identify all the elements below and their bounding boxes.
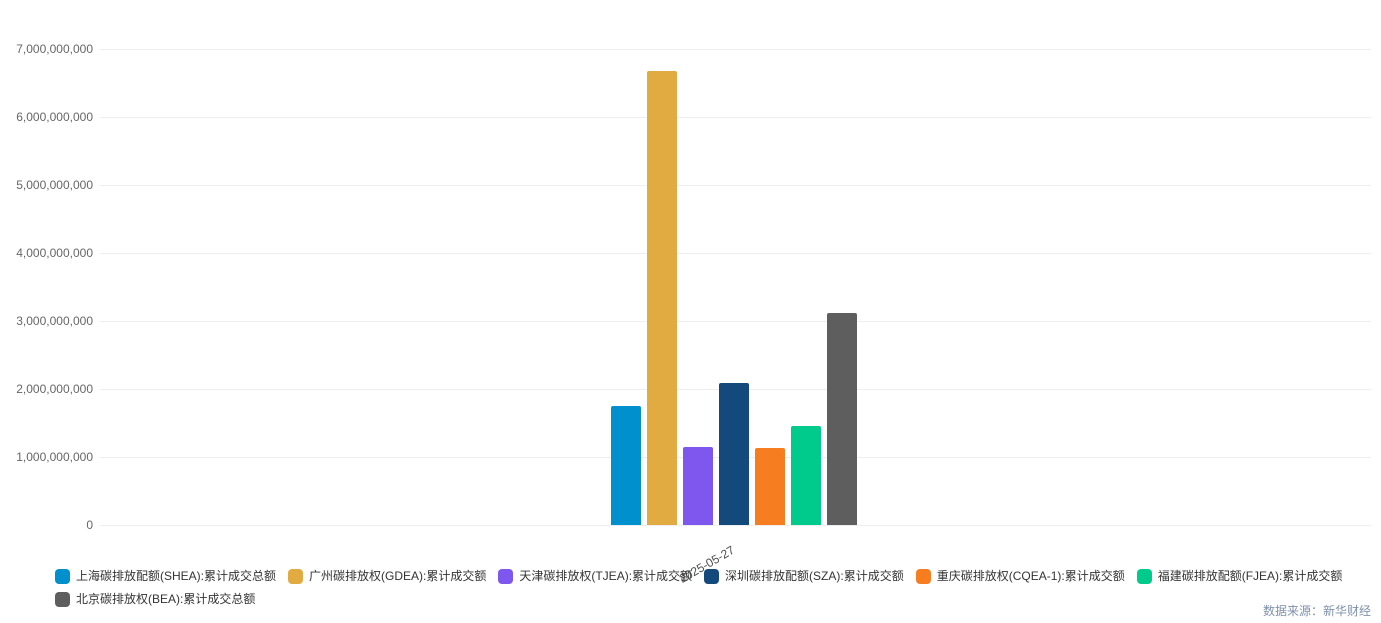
y-axis-tick-label: 7,000,000,000 [16, 42, 93, 56]
legend-item-label: 重庆碳排放权(CQEA-1):累计成交额 [936, 569, 1125, 583]
bar-6[interactable] [791, 426, 821, 525]
y-axis-tick-label: 6,000,000,000 [16, 110, 93, 124]
legend-item-5[interactable]: 重庆碳排放权(CQEA-1):累计成交额 [915, 568, 1125, 584]
bar-5[interactable] [755, 448, 785, 525]
legend-swatch-icon [498, 568, 514, 584]
legend-swatch-icon [915, 568, 931, 584]
data-source-label: 数据来源：新华财经 [1262, 604, 1371, 618]
y-axis-tick-label: 1,000,000,000 [16, 450, 93, 464]
legend-item-1[interactable]: 上海碳排放配额(SHEA):累计成交总额 [55, 568, 276, 584]
legend-swatch-icon [704, 568, 720, 584]
bar-7[interactable] [827, 313, 857, 525]
legend-item-4[interactable]: 深圳碳排放配额(SZA):累计成交额 [704, 568, 904, 584]
gridline [100, 185, 1371, 186]
legend-item-7[interactable]: 北京碳排放权(BEA):累计成交总额 [55, 591, 255, 607]
legend-swatch-icon [55, 591, 70, 607]
bar-3[interactable] [683, 447, 713, 525]
legend: 上海碳排放配额(SHEA):累计成交总额 广州碳排放权(GDEA):累计成交额 天津… [55, 568, 1381, 607]
bar-4[interactable] [719, 382, 749, 525]
legend-item-label: 福建碳排放配额(FJEA):累计成交额 [1157, 569, 1343, 583]
legend-item-2[interactable]: 广州碳排放权(GDEA):累计成交额 [288, 568, 486, 584]
legend-item-label: 上海碳排放配额(SHEA):累计成交总额 [76, 569, 277, 583]
legend-swatch-icon [1136, 568, 1152, 584]
gridline [100, 525, 1371, 526]
legend-item-label: 广州碳排放权(GDEA):累计成交额 [309, 569, 487, 583]
y-axis-tick-label: 3,000,000,000 [16, 314, 93, 328]
y-axis-tick-label: 2,000,000,000 [16, 382, 93, 396]
gridline [100, 49, 1371, 50]
legend-item-6[interactable]: 福建碳排放配额(FJEA):累计成交额 [1136, 568, 1343, 584]
legend-item-3[interactable]: 天津碳排放权(TJEA):累计成交额 [498, 568, 692, 584]
legend-item-label: 北京碳排放权(BEA):累计成交总额 [76, 592, 256, 606]
legend-swatch-icon [288, 568, 304, 584]
gridline [100, 253, 1371, 254]
bar-1[interactable] [611, 405, 641, 525]
legend-item-label: 深圳碳排放配额(SZA):累计成交额 [725, 569, 904, 583]
bar-2[interactable] [647, 70, 677, 525]
plot-area: 0 1,000,000,000 2,000,000,000 3,000,000,000… [16, 42, 1371, 586]
y-axis-tick-label: 4,000,000,000 [16, 246, 93, 260]
y-axis-tick-label: 5,000,000,000 [16, 178, 93, 192]
legend-item-label: 天津碳排放权(TJEA):累计成交额 [519, 569, 693, 583]
y-axis-tick-label: 0 [86, 518, 93, 532]
gridline [100, 321, 1371, 322]
legend-swatch-icon [55, 568, 70, 584]
gridline [100, 117, 1371, 118]
